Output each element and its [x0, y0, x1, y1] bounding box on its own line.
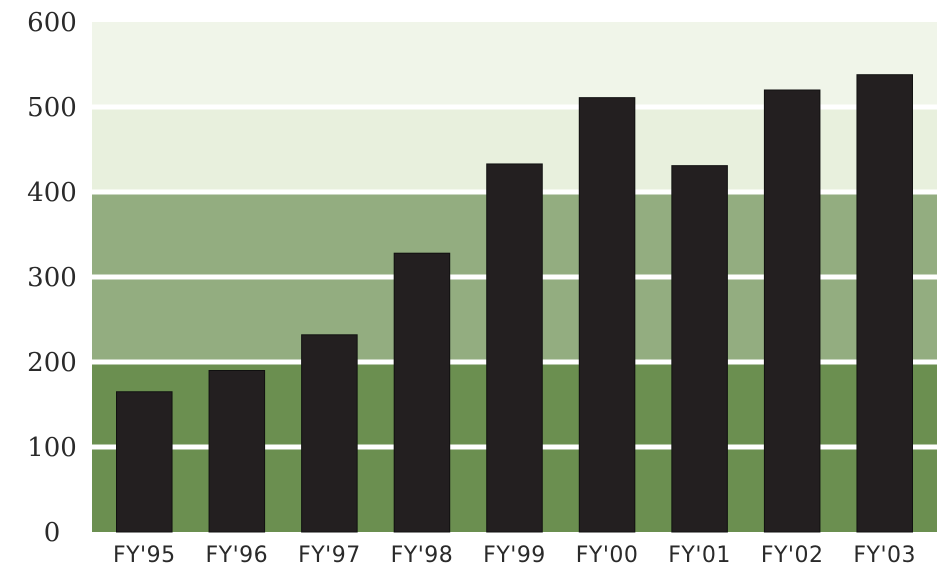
x-tick-label: FY'95: [113, 543, 176, 568]
y-tick-label: 600: [27, 8, 77, 38]
bar: [856, 74, 913, 533]
x-tick-label: FY'99: [483, 543, 546, 568]
x-tick-label: FY'01: [668, 543, 731, 568]
bar: [116, 391, 173, 533]
bar: [763, 89, 821, 533]
bar: [486, 163, 543, 533]
bar: [578, 97, 636, 533]
bars: [116, 74, 913, 533]
x-tick-label: FY'03: [853, 543, 916, 568]
y-tick-label: 400: [27, 178, 77, 208]
bar: [301, 334, 358, 533]
x-tick-label: FY'00: [576, 543, 639, 568]
bar: [208, 370, 266, 533]
x-tick-label: FY'02: [761, 543, 824, 568]
bar: [393, 252, 451, 533]
x-tick-label: FY'96: [206, 543, 269, 568]
y-tick-label: 300: [27, 263, 77, 293]
y-tick-label: 500: [27, 93, 77, 123]
y-axis-ticks: 0 100 200 300 400 500 600: [27, 8, 77, 548]
y-tick-label: 100: [27, 433, 77, 463]
bar: [671, 165, 728, 533]
y-tick-label: 0: [44, 518, 61, 548]
x-tick-label: FY'98: [391, 543, 454, 568]
x-tick-label: FY'97: [298, 543, 361, 568]
x-axis-ticks: FY'95 FY'96 FY'97 FY'98 FY'99 FY'00 FY'01 FY'02…: [113, 543, 916, 568]
y-tick-label: 200: [27, 348, 77, 378]
